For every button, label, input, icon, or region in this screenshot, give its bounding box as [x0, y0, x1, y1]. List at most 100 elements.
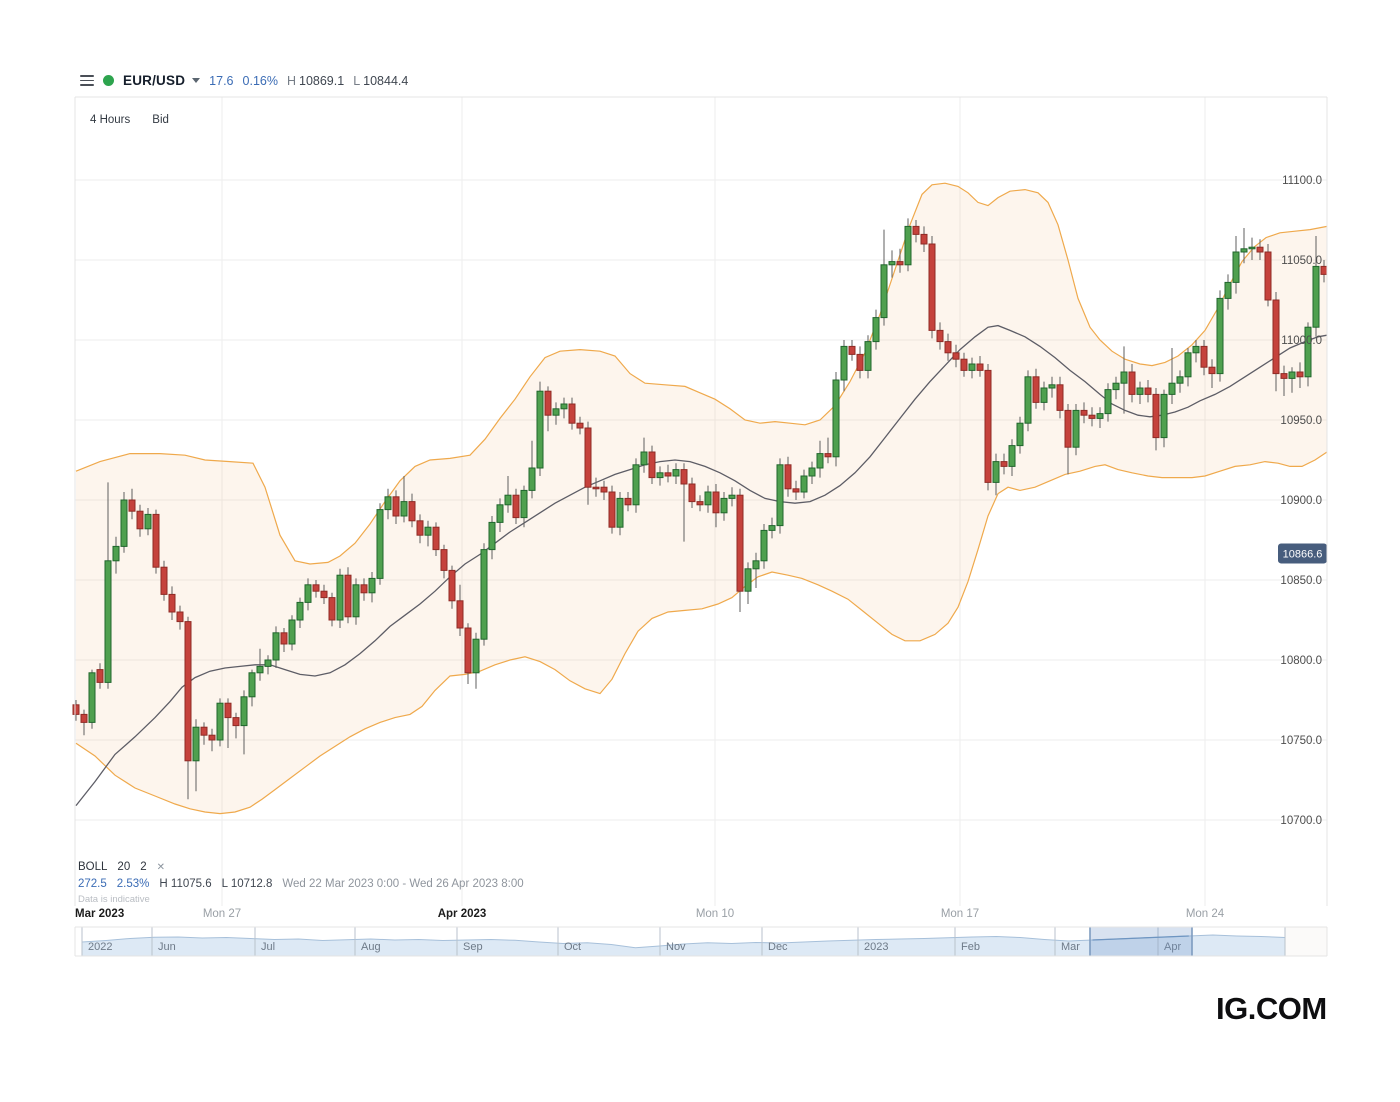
candle-up: [1136, 387, 1144, 395]
price-axis-label: 11000.0: [1281, 335, 1322, 347]
candle-up: [528, 467, 536, 491]
session-low-value: 10844.4: [363, 73, 409, 88]
candle-up: [888, 261, 896, 266]
candle-down: [688, 483, 696, 503]
candle-down: [184, 621, 192, 762]
candle-up: [352, 584, 360, 618]
candle-down: [136, 510, 144, 530]
price-change: 17.6: [209, 73, 234, 88]
chevron-down-icon[interactable]: [192, 78, 201, 83]
candle-up: [264, 659, 272, 667]
candle-up: [424, 526, 432, 536]
candle-down: [1128, 371, 1136, 395]
candle-down: [312, 584, 320, 592]
candle-up: [864, 341, 872, 371]
price-type-selector[interactable]: Bid: [152, 114, 169, 126]
candle-up: [504, 494, 512, 506]
candle-down: [128, 499, 136, 512]
time-axis-label: Mon 27: [203, 908, 241, 920]
candle-up: [1224, 281, 1232, 299]
candle-up: [968, 363, 976, 371]
candle-down: [1144, 387, 1152, 395]
candle-up: [904, 225, 912, 266]
window-low-value: 10712.8: [230, 878, 273, 890]
candle-up: [296, 601, 304, 621]
candle-down: [152, 513, 160, 568]
price-axis-label: 11050.0: [1281, 255, 1322, 267]
candle-down: [80, 713, 88, 723]
candle-up: [496, 504, 504, 523]
navigator-selection[interactable]: [1090, 927, 1192, 956]
candle-down: [1088, 414, 1096, 419]
candle-up: [552, 408, 560, 416]
price-axis-label: 10750.0: [1280, 735, 1322, 747]
indicator-deviation: 2: [140, 861, 147, 873]
indicator-close-icon[interactable]: ✕: [156, 861, 166, 873]
navigator-month-label: Mar: [1061, 941, 1080, 953]
candle-down: [912, 225, 920, 235]
candle-up: [1104, 389, 1112, 415]
candle-up: [1016, 422, 1024, 447]
candle-down: [576, 422, 584, 429]
candle-down: [984, 369, 992, 483]
window-high-value: 11075.6: [170, 878, 212, 890]
navigator-month-label: Jul: [261, 941, 275, 953]
candle-down: [960, 358, 968, 371]
time-axis-label: Mon 17: [941, 908, 979, 920]
bollinger-upper-line: [75, 182, 1328, 565]
candle-up: [1168, 382, 1176, 395]
candle-down: [200, 726, 208, 736]
candle-down: [224, 702, 232, 719]
candle-down: [936, 329, 944, 343]
candle-down: [584, 427, 592, 488]
window-high-label: H: [159, 878, 168, 890]
candle-up: [1176, 376, 1184, 384]
indicator-name[interactable]: BOLL: [78, 861, 108, 873]
candle-up: [760, 529, 768, 562]
price-axis-label: 10800.0: [1280, 655, 1322, 667]
data-indicative-note: Data is indicative: [78, 894, 150, 905]
candle-down: [792, 488, 800, 493]
candle-up: [672, 469, 680, 477]
navigator-month-label: Dec: [768, 941, 788, 953]
instrument-name[interactable]: EUR/USD: [123, 73, 186, 88]
candle-down: [712, 491, 720, 514]
candle-down: [544, 390, 552, 416]
candle-up: [472, 638, 480, 674]
menu-icon[interactable]: [80, 75, 94, 86]
candle-up: [376, 509, 384, 579]
candle-up: [1040, 387, 1048, 403]
candle-up: [104, 560, 112, 683]
candle-down: [1064, 409, 1072, 448]
candle-down: [848, 345, 856, 355]
price-axis-label: 10900.0: [1280, 495, 1322, 507]
last-price-value: 10866.6: [1283, 548, 1323, 560]
candle-up: [840, 345, 848, 381]
time-axis-label: Apr 2023: [438, 908, 487, 920]
candle-up: [1240, 248, 1248, 253]
time-axis-label: Mon 24: [1186, 908, 1225, 920]
candle-up: [768, 525, 776, 531]
candle-up: [1024, 376, 1032, 424]
candle-down: [232, 717, 240, 727]
indicator-legend: BOLL 20 2 ✕ 272.5 2.53% H 11075.6 L 1071…: [78, 861, 524, 905]
candle-down: [512, 494, 520, 519]
navigator-sparkline: [81, 934, 1286, 949]
candle-down: [328, 597, 336, 621]
candle-up: [1184, 352, 1192, 378]
candle-down: [696, 501, 704, 506]
candle-up: [560, 403, 568, 410]
candle-down: [440, 549, 448, 571]
candle-down: [856, 353, 864, 371]
candle-up: [520, 489, 528, 519]
timeframe-selector[interactable]: 4 Hours: [90, 114, 131, 126]
candle-down: [464, 627, 472, 674]
price-axis-label: 11100.0: [1282, 175, 1322, 187]
navigator-month-label: Oct: [564, 941, 581, 953]
candle-up: [720, 497, 728, 514]
candle-up: [144, 513, 152, 530]
candle-up: [304, 584, 312, 603]
candle-up: [488, 521, 496, 551]
range-value: 272.5: [78, 878, 107, 890]
